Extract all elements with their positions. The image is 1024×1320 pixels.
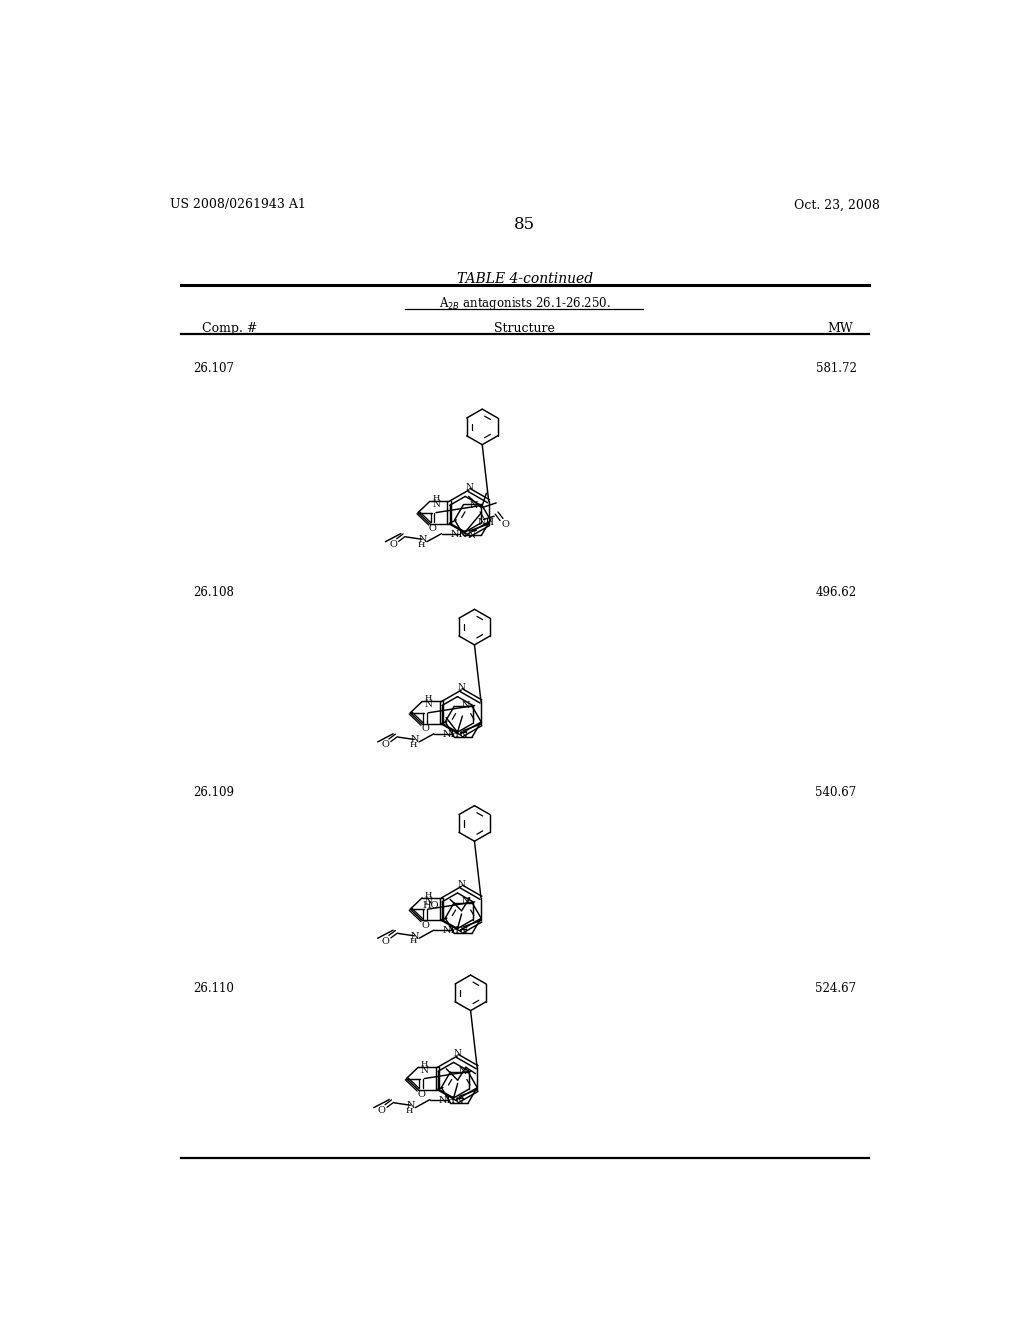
Text: N: N (458, 684, 465, 693)
Text: TABLE 4-continued: TABLE 4-continued (457, 272, 593, 286)
Text: N: N (465, 483, 473, 492)
Text: O: O (382, 741, 390, 750)
Text: N: N (462, 701, 471, 710)
Text: N: N (470, 500, 478, 510)
Text: NH: NH (451, 529, 467, 539)
Text: 540.67: 540.67 (815, 785, 856, 799)
Text: N: N (458, 879, 465, 888)
Text: 26.108: 26.108 (194, 586, 233, 599)
Text: Oct. 23, 2008: Oct. 23, 2008 (794, 198, 880, 211)
Text: NH: NH (438, 1096, 456, 1105)
Text: O: O (429, 524, 436, 533)
Text: N: N (425, 700, 432, 709)
Text: 26.109: 26.109 (194, 785, 234, 799)
Text: Structure: Structure (495, 322, 555, 335)
Text: MW: MW (826, 322, 853, 335)
Text: 581.72: 581.72 (816, 363, 856, 375)
Text: N: N (411, 735, 419, 744)
Text: N: N (460, 731, 468, 741)
Text: N: N (454, 1049, 462, 1059)
Text: N: N (462, 898, 471, 907)
Text: H: H (425, 694, 432, 702)
Text: N: N (467, 531, 475, 540)
Text: O: O (417, 1090, 425, 1100)
Text: N: N (456, 1097, 464, 1106)
Text: N: N (411, 932, 419, 941)
Text: N: N (460, 927, 468, 936)
Text: NH: NH (442, 927, 460, 936)
Text: NH: NH (478, 519, 495, 527)
Text: NH: NH (442, 730, 460, 739)
Text: H: H (406, 1106, 414, 1115)
Text: H: H (433, 494, 440, 502)
Text: 524.67: 524.67 (815, 982, 856, 995)
Text: N: N (419, 535, 427, 544)
Text: N: N (421, 1067, 429, 1074)
Text: HO: HO (422, 902, 438, 911)
Text: O: O (421, 725, 429, 734)
Text: O: O (389, 540, 397, 549)
Text: H: H (410, 937, 417, 945)
Text: N: N (432, 500, 440, 510)
Text: O: O (382, 937, 390, 946)
Text: N: N (407, 1101, 416, 1110)
Text: 85: 85 (514, 216, 536, 234)
Text: 26.107: 26.107 (194, 363, 234, 375)
Text: O: O (378, 1106, 386, 1115)
Text: H: H (421, 1060, 428, 1068)
Text: US 2008/0261943 A1: US 2008/0261943 A1 (170, 198, 306, 211)
Text: N: N (458, 1067, 467, 1076)
Text: Comp. #: Comp. # (202, 322, 257, 335)
Text: A$_{2B}$ antagonists 26.1-26.250.: A$_{2B}$ antagonists 26.1-26.250. (439, 296, 610, 313)
Text: H: H (410, 741, 417, 748)
Text: 496.62: 496.62 (815, 586, 856, 599)
Text: H: H (425, 891, 432, 899)
Text: O: O (502, 520, 509, 529)
Text: 26.110: 26.110 (194, 982, 233, 995)
Text: O: O (421, 921, 429, 929)
Text: H: H (418, 541, 425, 549)
Text: N: N (425, 896, 432, 906)
